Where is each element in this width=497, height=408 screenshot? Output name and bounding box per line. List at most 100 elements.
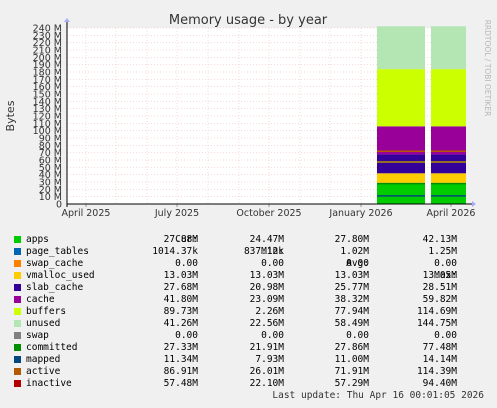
x-tick-label: April 2025 [62, 208, 111, 219]
legend-min: 0.00 [261, 258, 284, 269]
y-tick-label: 70 M [39, 148, 62, 159]
legend-row-active: active 86.91M 26.01M 71.91M 114.39M [0, 366, 497, 378]
x-axis-arrow [472, 201, 476, 207]
y-tick-label: 80 M [39, 141, 62, 152]
y-tick-label: 190 M [33, 60, 62, 71]
legend-avg: 77.94M [334, 306, 369, 317]
legend-row-apps: apps 27.88M 24.47M 27.80M 42.13M [0, 234, 497, 246]
legend-avg: 11.00M [334, 354, 369, 365]
legend: Cur: Min: Avg: Max: apps 27.88M 24.47M 27.8… [0, 222, 497, 390]
legend-swatch [14, 356, 21, 363]
legend-max: 28.51M [422, 282, 457, 293]
legend-swatch [14, 332, 21, 339]
legend-cur: 13.03M [163, 270, 198, 281]
area-buffers-period-1 [377, 69, 425, 127]
legend-cur: 89.73M [163, 306, 198, 317]
legend-cur: 27.68M [163, 282, 198, 293]
legend-min: 22.10M [249, 378, 284, 389]
legend-row-cache: cache 41.80M 23.09M 38.32M 59.82M [0, 294, 497, 306]
data-lines [377, 150, 466, 197]
legend-avg: 0.00 [346, 258, 369, 269]
area-apps-period-1 [377, 183, 425, 204]
legend-row-slab-cache: slab_cache 27.68M 20.98M 25.77M 28.51M [0, 282, 497, 294]
y-tick-label: 30 M [39, 178, 62, 189]
x-tick-label: October 2025 [236, 208, 301, 219]
legend-swatch [14, 272, 21, 279]
legend-swatch [14, 368, 21, 375]
legend-swatch [14, 308, 21, 315]
legend-name: page_tables [26, 246, 89, 257]
legend-min: 0.00 [261, 330, 284, 341]
legend-header: Cur: Min: Avg: Max: [0, 222, 497, 281]
legend-name: active [26, 366, 61, 377]
legend-cur: 0.00 [175, 258, 198, 269]
legend-name: slab_cache [26, 282, 84, 293]
legend-row-buffers: buffers 89.73M 2.26M 77.94M 114.69M [0, 306, 497, 318]
legend-swatch [14, 380, 21, 387]
legend-row-swap: swap 0.00 0.00 0.00 0.00 [0, 330, 497, 342]
legend-row-unused: unused 41.26M 22.56M 58.49M 144.75M [0, 318, 497, 330]
chart: Memory usage - by year Bytes RRDTOOL / T… [4, 13, 492, 219]
legend-name: unused [26, 318, 61, 329]
legend-swatch [14, 296, 21, 303]
y-tick-label: 240 M [33, 24, 62, 35]
legend-min: 23.09M [249, 294, 284, 305]
legend-cur: 1014.37k [152, 246, 198, 257]
y-tick-label: 10 M [39, 192, 62, 203]
legend-max: 144.75M [416, 318, 457, 329]
legend-swatch [14, 248, 21, 255]
legend-max: 42.13M [422, 234, 457, 245]
grid [67, 27, 466, 207]
legend-swatch [14, 236, 21, 243]
area-buffers-period-2 [431, 69, 466, 127]
area-cache-period-1 [377, 126, 425, 155]
legend-max: 0.00 [434, 330, 457, 341]
legend-avg: 1.02M [340, 246, 369, 257]
y-tick-label: 200 M [33, 53, 62, 64]
legend-name: swap [26, 330, 49, 341]
legend-cur: 41.26M [163, 318, 198, 329]
legend-max: 114.39M [416, 366, 457, 377]
col-min: Min: [261, 246, 284, 257]
area-vmalloc-used-period-2 [431, 173, 466, 183]
y-tick-label: 40 M [39, 170, 62, 181]
legend-min: 7.93M [255, 354, 284, 365]
y-tick-label: 140 M [33, 97, 62, 108]
col-avg: Avg: [346, 258, 369, 269]
y-tick-label: 100 M [33, 126, 62, 137]
legend-row-committed: committed 27.33M 21.91M 27.86M 77.48M [0, 342, 497, 354]
legend-min: 24.47M [249, 234, 284, 245]
area-apps-period-2 [431, 183, 466, 204]
last-update: Last update: Thu Apr 16 00:01:05 2026 [272, 390, 484, 401]
legend-name: inactive [26, 378, 72, 389]
x-tick-label: January 2026 [328, 208, 392, 219]
x-tick-label: July 2025 [154, 208, 199, 219]
legend-row-mapped: mapped 11.34M 7.93M 11.00M 14.14M [0, 354, 497, 366]
legend-swatch [14, 344, 21, 351]
y-tick-label: 130 M [33, 104, 62, 115]
y-tick-label: 0 [56, 200, 62, 211]
legend-row-inactive: inactive 57.48M 22.10M 57.29M 94.40M [0, 378, 497, 390]
area-vmalloc-used-period-1 [377, 173, 425, 183]
legend-max: 0.00 [434, 258, 457, 269]
legend-min: 26.01M [249, 366, 284, 377]
y-tick-label: 110 M [33, 119, 62, 130]
data-areas [377, 26, 466, 204]
legend-name: swap_cache [26, 258, 84, 269]
y-tick-label: 150 M [33, 90, 62, 101]
y-tick-label: 210 M [33, 46, 62, 57]
legend-swatch [14, 320, 21, 327]
legend-max: 1.25M [428, 246, 457, 257]
col-cur: Cur: [175, 234, 198, 245]
y-tick-label: 120 M [33, 112, 62, 123]
legend-cur: 11.34M [163, 354, 198, 365]
legend-name: apps [26, 234, 49, 245]
legend-min: 21.91M [249, 342, 284, 353]
area-unused-period-1 [377, 26, 425, 70]
area-cache-period-2 [431, 126, 466, 155]
legend-cur: 41.80M [163, 294, 198, 305]
x-tick-label: April 2026 [427, 208, 476, 219]
legend-cur: 57.48M [163, 378, 198, 389]
y-tick-label: 180 M [33, 68, 62, 79]
legend-max: 94.40M [422, 378, 457, 389]
